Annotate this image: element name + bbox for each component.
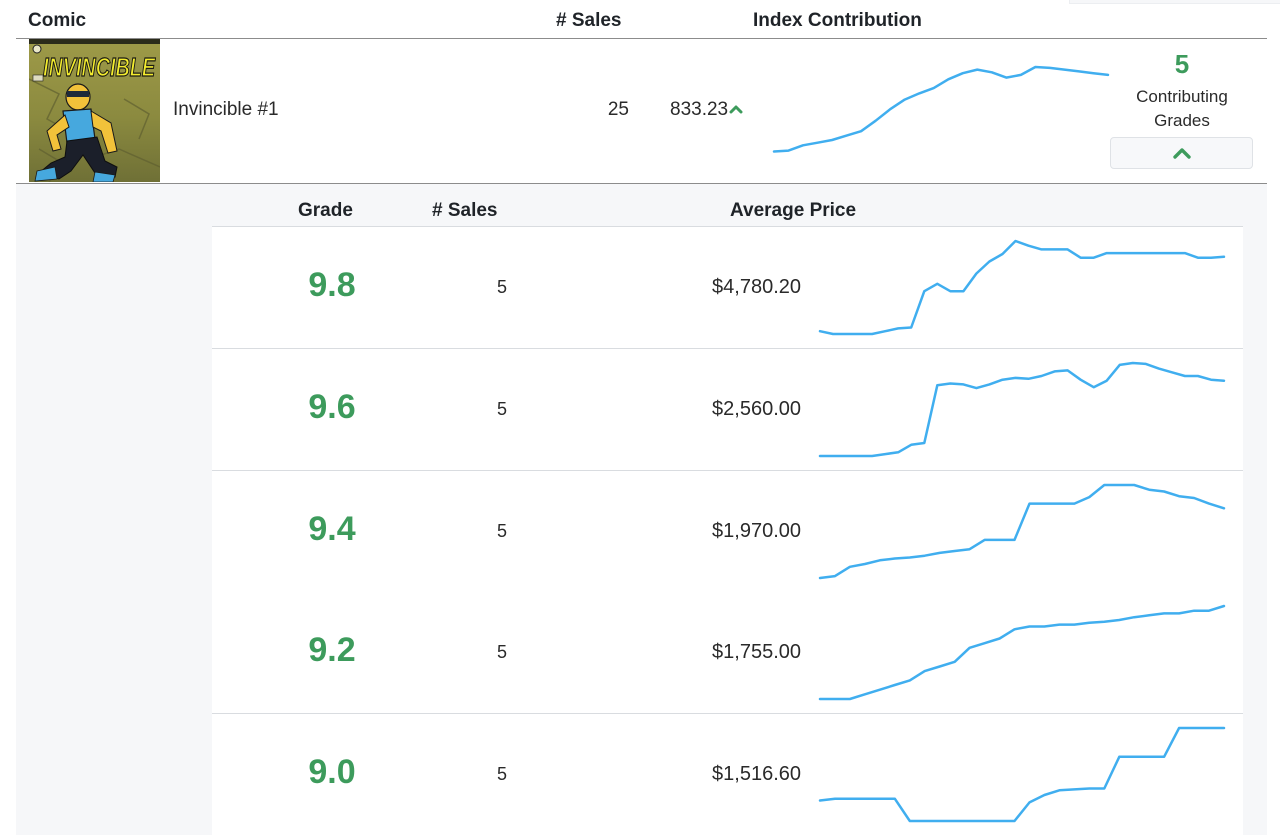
grade-row[interactable]: 9.8 5 $4,780.20 bbox=[212, 227, 1243, 349]
table-header: Comic # Sales Index Contribution bbox=[16, 0, 1267, 39]
grade-value: 9.8 bbox=[308, 266, 356, 304]
grades-panel: Grade # Sales Average Price 9.8 5 $4,780… bbox=[16, 184, 1267, 835]
column-header-index-contribution[interactable]: Index Contribution bbox=[753, 10, 922, 31]
grade-value: 9.2 bbox=[308, 631, 356, 669]
chevron-up-icon bbox=[1172, 148, 1191, 159]
column-header-grade-sales[interactable]: # Sales bbox=[432, 200, 498, 221]
grade-average-price: $2,560.00 bbox=[712, 398, 801, 420]
column-header-grade[interactable]: Grade bbox=[298, 200, 353, 221]
grade-row[interactable]: 9.0 5 $1,516.60 bbox=[212, 714, 1243, 835]
grade-sparkline bbox=[818, 604, 1226, 701]
comic-sales-count: 25 bbox=[607, 99, 629, 120]
sparkline-path bbox=[818, 361, 1226, 458]
grade-sales-count: 5 bbox=[496, 399, 507, 419]
grade-sparkline bbox=[818, 239, 1226, 336]
grade-value: 9.0 bbox=[308, 753, 356, 791]
grade-row[interactable]: 9.4 5 $1,970.00 bbox=[212, 471, 1243, 593]
grade-average-price: $4,780.20 bbox=[712, 276, 801, 298]
grade-sales-count: 5 bbox=[496, 642, 507, 662]
column-header-sales[interactable]: # Sales bbox=[556, 10, 622, 31]
grade-value: 9.6 bbox=[308, 388, 356, 426]
grade-value: 9.4 bbox=[308, 510, 356, 548]
comic-title[interactable]: Invincible #1 bbox=[173, 99, 279, 120]
grade-sales-count: 5 bbox=[496, 521, 507, 541]
grade-sales-count: 5 bbox=[496, 277, 507, 297]
grade-row[interactable]: 9.2 5 $1,755.00 bbox=[212, 592, 1243, 714]
comic-row[interactable]: INVINCIBLE Invincible #1 25 833.23 5 Con… bbox=[16, 39, 1267, 184]
grade-average-price: $1,516.60 bbox=[712, 763, 801, 785]
column-header-comic[interactable]: Comic bbox=[28, 10, 87, 31]
comic-cover-image[interactable]: INVINCIBLE bbox=[29, 39, 160, 182]
sparkline-path bbox=[818, 239, 1226, 336]
column-header-average-price[interactable]: Average Price bbox=[730, 200, 857, 221]
sparkline-path bbox=[772, 65, 1110, 153]
grade-sparkline bbox=[818, 361, 1226, 458]
grade-average-price: $1,755.00 bbox=[712, 641, 801, 663]
collapse-grades-button[interactable] bbox=[1110, 137, 1253, 169]
index-contribution-number: 833.23 bbox=[670, 99, 729, 120]
grades-table-header: Grade # Sales Average Price bbox=[212, 184, 1243, 227]
sparkline-path bbox=[818, 483, 1226, 580]
grade-sparkline bbox=[818, 483, 1226, 580]
sparkline-path bbox=[818, 604, 1226, 701]
chevron-up-icon bbox=[729, 105, 743, 114]
grade-average-price: $1,970.00 bbox=[712, 520, 801, 542]
sparkline-path bbox=[818, 726, 1226, 823]
corner-tab bbox=[1069, 0, 1280, 4]
contributing-grades: 5 Contributing Grades bbox=[1110, 47, 1254, 133]
contributing-grades-count: 5 bbox=[1174, 49, 1190, 79]
contributing-grades-label: Contributing Grades bbox=[1136, 87, 1228, 130]
svg-text:INVINCIBLE: INVINCIBLE bbox=[43, 52, 155, 82]
grade-sales-count: 5 bbox=[496, 764, 507, 784]
grade-sparkline bbox=[818, 726, 1226, 823]
index-contribution-value: 833.23 bbox=[670, 99, 743, 121]
index-sparkline bbox=[772, 65, 1110, 153]
grade-row[interactable]: 9.6 5 $2,560.00 bbox=[212, 349, 1243, 471]
